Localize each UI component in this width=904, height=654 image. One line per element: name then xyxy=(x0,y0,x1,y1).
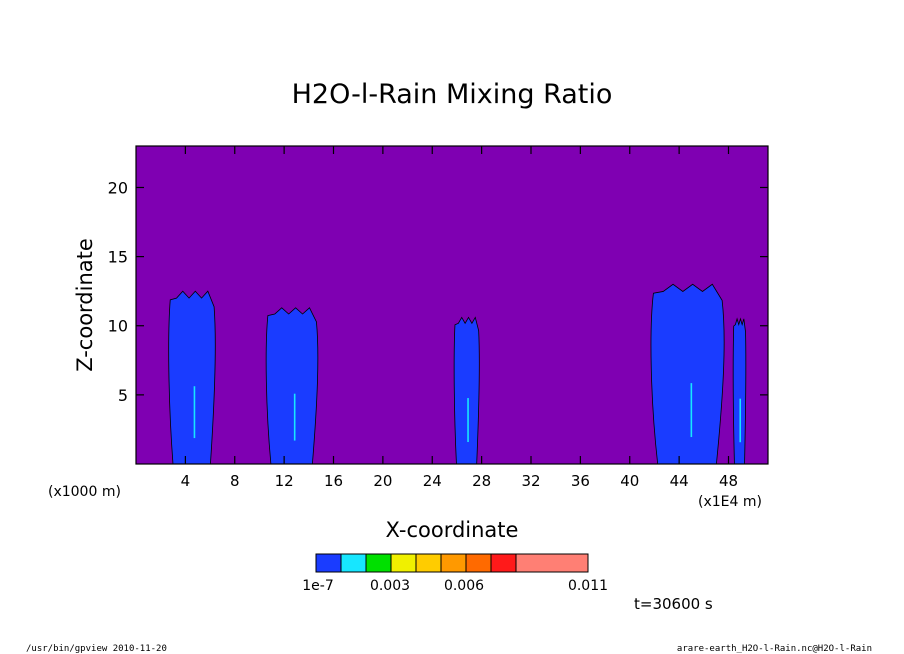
x-tick-label: 44 xyxy=(670,472,689,490)
x-tick-label: 4 xyxy=(181,472,191,490)
x-tick-label: 28 xyxy=(472,472,491,490)
rain-cell-5 xyxy=(732,317,747,465)
y-axis-label: Z-coordinate xyxy=(73,238,97,372)
x-axis-label: X-coordinate xyxy=(386,518,519,542)
colorbar-swatch xyxy=(340,553,367,573)
rain-cell-1 xyxy=(168,290,216,465)
chart-title: H2O-l-Rain Mixing Ratio xyxy=(292,79,613,110)
colorbar-swatch xyxy=(465,553,492,573)
colorbar-swatch xyxy=(365,553,392,573)
x-unit-right: (x1E4 m) xyxy=(698,494,762,510)
y-tick-label: 10 xyxy=(108,317,128,336)
rain-cell-4 xyxy=(650,283,725,465)
x-tick-label: 12 xyxy=(275,472,294,490)
colorbar-swatch xyxy=(515,553,589,573)
x-tick-label: 48 xyxy=(719,472,738,490)
y-tick-label: 5 xyxy=(118,386,128,405)
x-tick-label: 40 xyxy=(620,472,639,490)
y-tick-label: 20 xyxy=(108,178,128,197)
colorbar-swatch xyxy=(440,553,467,573)
colorbar-label: 1e-7 xyxy=(302,578,333,594)
colorbar-swatch xyxy=(315,553,342,573)
colorbar-label: 0.011 xyxy=(568,578,608,594)
x-tick-label: 16 xyxy=(324,472,343,490)
x-tick-label: 20 xyxy=(373,472,392,490)
x-tick-label: 8 xyxy=(230,472,240,490)
colorbar-labels: 1e-7 0.003 0.006 0.011 xyxy=(302,578,608,594)
colorbar-swatch xyxy=(490,553,517,573)
x-axis-ticks: 4 8 12 16 20 24 28 32 36 40 44 48 xyxy=(181,146,738,490)
colorbar-label: 0.003 xyxy=(370,578,410,594)
rain-cell-3 xyxy=(453,316,480,465)
colorbar-label: 0.006 xyxy=(444,578,484,594)
y-axis-ticks: 5 10 15 20 xyxy=(108,178,768,405)
plot-frame xyxy=(135,145,769,465)
y-tick-label: 15 xyxy=(108,248,128,267)
colorbar-swatch xyxy=(390,553,417,573)
footer-left: /usr/bin/gpview 2010-11-20 xyxy=(26,644,167,654)
x-tick-label: 24 xyxy=(423,472,442,490)
footer-right: arare-earth_H2O-l-Rain.nc@H2O-l-Rain xyxy=(677,644,872,654)
x-tick-label: 36 xyxy=(571,472,590,490)
x-tick-label: 32 xyxy=(521,472,540,490)
colorbar-swatch xyxy=(415,553,442,573)
rain-cell-2 xyxy=(265,307,319,465)
rain-cells xyxy=(168,283,747,465)
colorbar xyxy=(315,553,589,573)
x-unit-left: (x1000 m) xyxy=(48,484,121,500)
time-label: t=30600 s xyxy=(634,595,713,613)
